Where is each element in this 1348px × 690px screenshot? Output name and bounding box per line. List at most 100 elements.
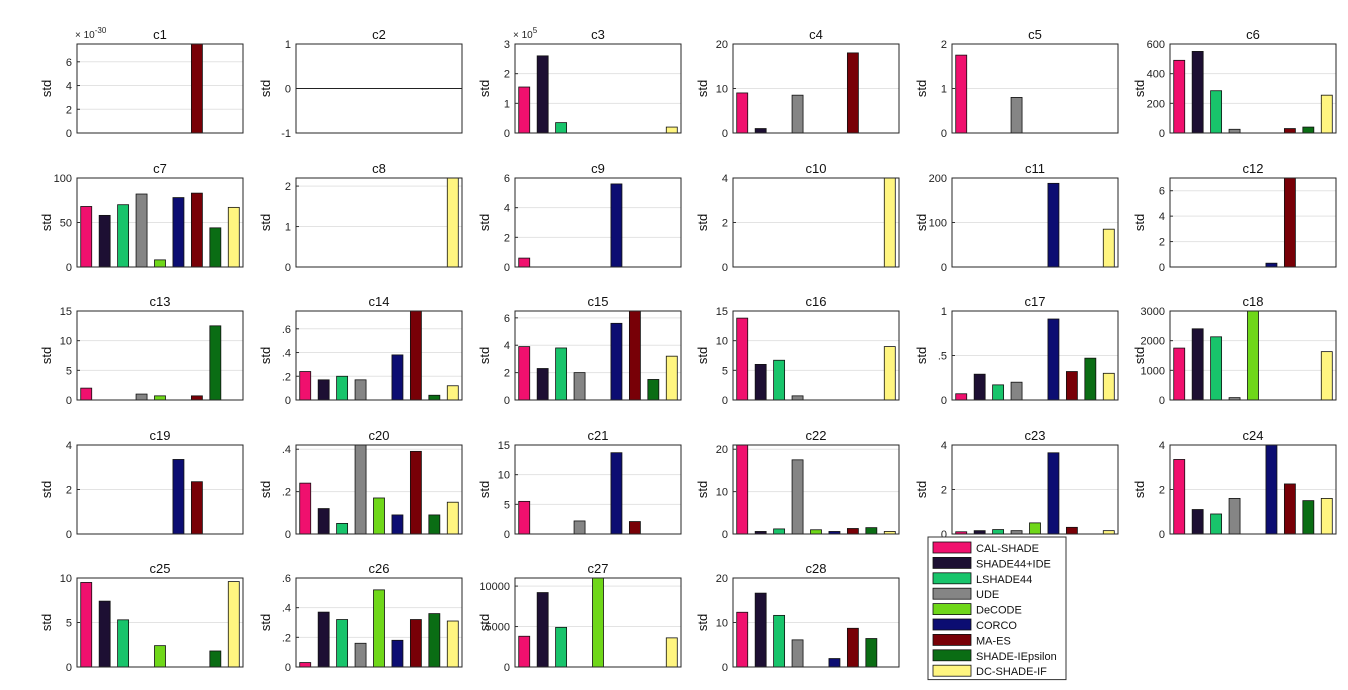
bar-SHADE44+IDE xyxy=(1191,328,1204,401)
y-axis-label: std xyxy=(695,614,710,631)
bar-SHADE-IEpsilon xyxy=(647,379,660,401)
bar-UDE xyxy=(1010,97,1023,134)
axes-frame xyxy=(514,310,682,401)
y-tick-label: 10 xyxy=(498,470,510,482)
subplot-title: c5 xyxy=(1028,27,1042,42)
y-tick-label: 50 xyxy=(60,218,72,230)
y-tick-label: 400 xyxy=(1147,69,1165,81)
y-tick-label: 4 xyxy=(722,173,728,185)
y-tick-label: 2 xyxy=(504,368,510,380)
y-tick-label: 0 xyxy=(941,529,947,541)
legend-swatch-LSHADE44 xyxy=(932,572,972,585)
bar-DeCODE xyxy=(810,529,822,535)
subplot-title: c9 xyxy=(591,161,605,176)
legend-entry: DC-SHADE-IF xyxy=(976,666,1047,678)
axes-frame xyxy=(514,577,682,668)
bar-LSHADE44 xyxy=(773,528,786,535)
subplot-c16: 0 5 10 15 c16 std xyxy=(695,294,900,407)
bar-MA-ES xyxy=(190,395,203,401)
y-tick-label: 4 xyxy=(1159,211,1165,223)
bar-CAL-SHADE xyxy=(299,662,312,668)
y-tick-label: 4 xyxy=(941,440,947,452)
y-axis-label: std xyxy=(258,481,273,498)
y-tick-label: 4 xyxy=(504,203,510,215)
bar-DeCODE xyxy=(154,395,166,401)
bar-CORCO xyxy=(391,639,404,668)
y-axis-label: std xyxy=(477,80,492,97)
subplot-c28: 0 10 20 c28 std xyxy=(695,561,900,674)
y-tick-label: 0 xyxy=(66,662,72,674)
axes-frame xyxy=(76,444,244,535)
bar-LSHADE44 xyxy=(117,619,130,668)
bar-MA-ES xyxy=(846,52,859,134)
bar-CORCO xyxy=(828,658,841,668)
y-tick-label: 0 xyxy=(66,128,72,140)
y-tick-label: 0 xyxy=(941,262,947,274)
bar-SHADE-IEpsilon xyxy=(865,527,878,535)
bar-CORCO xyxy=(391,514,404,535)
bar-DC-SHADE-IF xyxy=(446,385,459,401)
bar-DeCODE xyxy=(1029,522,1041,535)
subplot-title: c17 xyxy=(1025,294,1046,309)
plot-area xyxy=(1170,178,1336,267)
y-tick-label: 10000 xyxy=(479,581,510,593)
y-tick-label: 2 xyxy=(941,485,947,497)
axes-frame xyxy=(76,577,244,668)
bar-LSHADE44 xyxy=(773,359,786,401)
y-axis-label: std xyxy=(39,80,54,97)
y-axis-label: std xyxy=(1132,214,1147,231)
legend-entry: CORCO xyxy=(976,620,1017,632)
bar-SHADE44+IDE xyxy=(536,55,549,134)
bar-CAL-SHADE xyxy=(80,582,93,668)
legend-entry: SHADE44+IDE xyxy=(976,558,1051,570)
y-tick-label: .2 xyxy=(282,371,291,383)
y-axis-label: std xyxy=(914,80,929,97)
y-axis-label: std xyxy=(914,481,929,498)
y-axis-label: std xyxy=(1132,80,1147,97)
y-tick-label: .5 xyxy=(938,351,947,363)
bar-UDE xyxy=(354,379,367,401)
subplot-title: c21 xyxy=(588,428,609,443)
bar-MA-ES xyxy=(1283,128,1296,134)
y-tick-label: .2 xyxy=(282,487,291,499)
y-tick-label: 4 xyxy=(66,81,72,93)
legend-entry: LSHADE44 xyxy=(976,574,1032,586)
subplot-c11: 0 100 200 c11 std xyxy=(914,161,1119,274)
y-tick-label: 0 xyxy=(66,529,72,541)
bar-CAL-SHADE xyxy=(736,444,749,535)
y-tick-label: .6 xyxy=(282,324,291,336)
bar-MA-ES xyxy=(1065,371,1078,401)
y-tick-label: 0 xyxy=(66,262,72,274)
legend-swatch-SHADE-IEpsilon xyxy=(932,649,972,662)
y-tick-label: 10 xyxy=(60,336,72,348)
y-axis-label: std xyxy=(39,481,54,498)
bar-SHADE44+IDE xyxy=(98,600,111,668)
axes-frame xyxy=(732,177,900,268)
subplot-c7: 0 50 100 c7 std xyxy=(39,161,244,274)
y-tick-label: -1 xyxy=(281,128,291,140)
axes-frame xyxy=(951,310,1119,401)
bar-MA-ES xyxy=(1283,177,1296,268)
axes-frame xyxy=(1169,444,1337,535)
axis-multiplier: × 10-30 xyxy=(75,26,107,41)
axes-frame xyxy=(951,43,1119,134)
bar-DC-SHADE-IF xyxy=(665,355,678,401)
subplot-title: c1 xyxy=(153,27,167,42)
y-tick-label: .2 xyxy=(282,632,291,644)
subplot-title: c24 xyxy=(1243,428,1264,443)
axes-frame xyxy=(1169,43,1337,134)
bar-UDE xyxy=(135,193,148,268)
y-tick-label: 2 xyxy=(504,232,510,244)
bar-UDE xyxy=(354,642,367,668)
bar-UDE xyxy=(791,94,804,134)
y-tick-label: 0 xyxy=(285,84,291,96)
y-tick-label: 0 xyxy=(66,395,72,407)
bar-DC-SHADE-IF xyxy=(1102,530,1115,535)
axes-frame xyxy=(732,577,900,668)
y-tick-label: 0 xyxy=(504,128,510,140)
y-tick-label: 20 xyxy=(716,573,728,585)
y-tick-label: 20 xyxy=(716,444,728,456)
subplot-title: c19 xyxy=(150,428,171,443)
plot-area xyxy=(515,445,681,534)
